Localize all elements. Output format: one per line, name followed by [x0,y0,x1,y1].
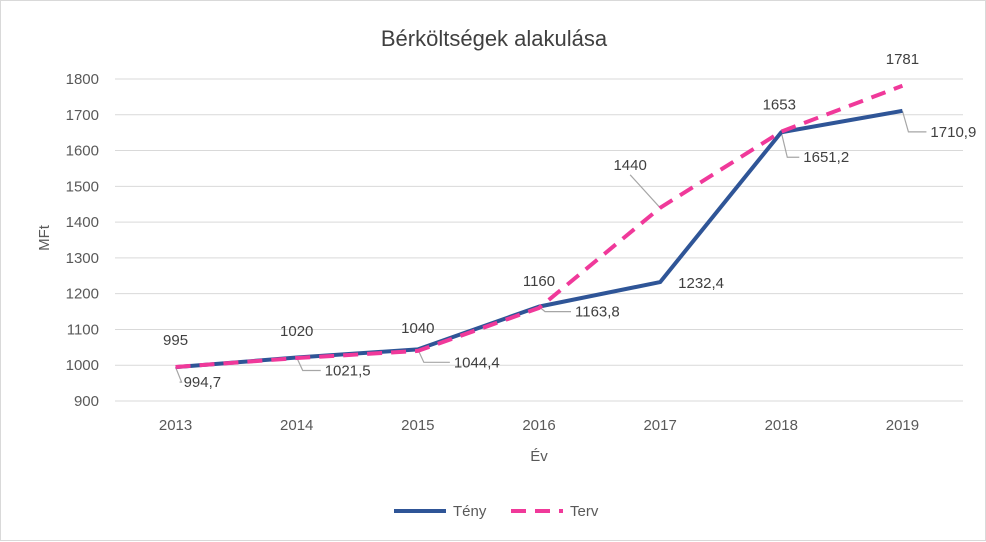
leader-lines [175,110,927,383]
y-tick-label: 1500 [66,178,99,195]
x-tick-label: 2015 [401,417,434,434]
y-tick-label: 1000 [66,357,99,374]
data-label-terv: 1160 [523,273,555,290]
legend-label: Terv [570,503,599,520]
y-tick-label: 1800 [66,71,99,88]
y-tick-label: 1200 [66,286,99,303]
x-tick-label: 2016 [522,417,555,434]
data-label-teny: 994,7 [184,374,222,391]
y-tick-label: 1100 [67,321,99,338]
x-tick-label: 2019 [886,417,919,434]
leader-line [780,132,800,158]
data-label-teny: 1044,4 [454,354,500,371]
y-axis-label: MFt [36,224,53,251]
y-tick-label: 1300 [66,250,99,267]
data-labels: 994,7 1021,5 1044,4 1163,8 1232,4 1651,2 1710,… [163,51,976,391]
chart-title: Bérköltségek alakulása [381,26,608,51]
x-axis-label: Év [530,448,548,465]
data-label-terv: 1653 [763,97,796,114]
y-axis: 900 1000 1100 1200 1300 1400 1500 1600 1700 1800 [66,71,99,410]
data-label-teny: 1651,2 [803,149,849,166]
x-tick-label: 2013 [159,417,192,434]
leader-line [901,110,927,133]
leader-line [175,366,183,383]
data-label-terv: 1040 [401,320,434,337]
y-tick-label: 1400 [66,214,99,231]
data-label-terv: 1020 [280,323,313,340]
x-tick-label: 2014 [280,417,313,434]
y-tick-label: 900 [74,393,99,410]
leader-line [629,174,661,209]
data-label-terv: 1440 [613,157,646,174]
data-label-terv: 995 [163,332,188,349]
x-tick-label: 2017 [643,417,676,434]
x-tick-label: 2018 [765,417,798,434]
series-lines [175,83,904,370]
leader-line [296,357,321,372]
y-tick-label: 1600 [66,143,99,160]
series-line-1 [175,83,904,370]
data-label-terv: 1781 [886,51,919,68]
y-tick-label: 1700 [66,107,99,124]
data-label-teny: 1710,9 [930,124,976,141]
leader-line [417,349,450,363]
legend-label: Tény [453,503,487,520]
legend: Tény Terv [394,503,599,520]
data-label-teny: 1232,4 [678,275,724,292]
gridlines [115,78,963,402]
x-axis: 2013 2014 2015 2016 2017 2018 2019 [159,417,919,434]
data-label-teny: 1021,5 [325,363,371,380]
data-label-teny: 1163,8 [575,304,620,321]
